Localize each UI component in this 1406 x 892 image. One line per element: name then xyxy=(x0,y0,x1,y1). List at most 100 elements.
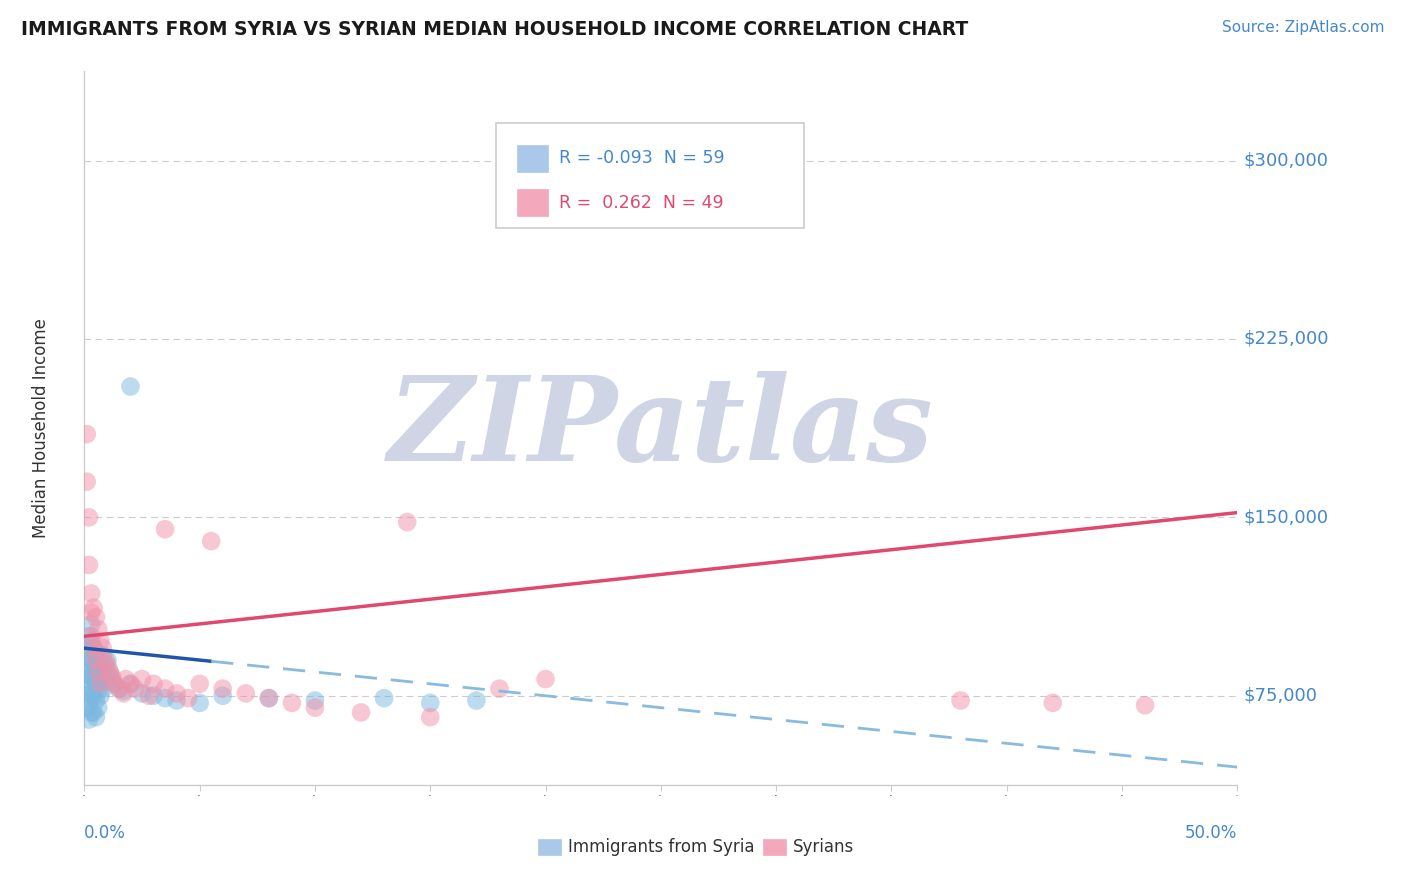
Point xyxy=(281,696,304,710)
Point xyxy=(91,648,114,663)
Point xyxy=(80,629,103,643)
Point xyxy=(87,653,110,667)
Point xyxy=(77,696,100,710)
Point xyxy=(949,693,972,707)
Point xyxy=(84,677,107,691)
Text: Median Household Income: Median Household Income xyxy=(31,318,49,538)
Point xyxy=(89,657,111,672)
Text: $150,000: $150,000 xyxy=(1243,508,1329,526)
Point xyxy=(76,700,98,714)
Point xyxy=(108,681,131,696)
Point xyxy=(1133,698,1156,713)
Point xyxy=(1042,696,1064,710)
Point xyxy=(76,475,98,489)
Point xyxy=(257,691,280,706)
Point xyxy=(101,672,124,686)
Point xyxy=(98,665,121,679)
Point xyxy=(142,689,165,703)
Point xyxy=(89,672,111,686)
Point xyxy=(80,606,103,620)
Point xyxy=(77,648,100,663)
Point xyxy=(83,600,105,615)
Point xyxy=(91,641,114,656)
Point xyxy=(465,693,488,707)
Point xyxy=(188,677,211,691)
Point xyxy=(77,558,100,572)
Point xyxy=(419,710,441,724)
Point xyxy=(77,665,100,679)
Point xyxy=(94,674,117,689)
Point xyxy=(80,670,103,684)
Point xyxy=(304,700,326,714)
Text: $225,000: $225,000 xyxy=(1243,330,1329,348)
Point xyxy=(83,706,105,720)
Point xyxy=(77,713,100,727)
Text: Syrians: Syrians xyxy=(793,838,853,856)
Point xyxy=(115,672,138,686)
Point xyxy=(718,206,741,220)
Point xyxy=(304,693,326,707)
Point xyxy=(84,710,107,724)
Point xyxy=(84,646,107,660)
Point xyxy=(419,696,441,710)
Point xyxy=(211,689,233,703)
Point xyxy=(211,681,233,696)
Point xyxy=(101,670,124,684)
Point xyxy=(112,684,135,698)
Point xyxy=(84,693,107,707)
Point xyxy=(235,686,257,700)
Point xyxy=(76,672,98,686)
Point xyxy=(112,686,135,700)
Point xyxy=(87,665,110,679)
Point xyxy=(350,706,373,720)
Point xyxy=(80,706,103,720)
Point xyxy=(84,610,107,624)
Point xyxy=(534,672,557,686)
Point xyxy=(257,691,280,706)
Point xyxy=(138,689,160,703)
Point xyxy=(166,693,188,707)
Point xyxy=(396,515,419,529)
Point xyxy=(153,691,176,706)
Point xyxy=(120,379,142,393)
Point xyxy=(200,534,222,549)
Point xyxy=(96,653,118,667)
Point xyxy=(77,629,100,643)
Point xyxy=(83,641,105,656)
Point xyxy=(188,696,211,710)
Point xyxy=(373,691,395,706)
Point xyxy=(124,681,146,696)
Point xyxy=(153,681,176,696)
Point xyxy=(142,677,165,691)
Text: 0.0%: 0.0% xyxy=(84,824,127,842)
Point xyxy=(77,510,100,524)
Point xyxy=(91,665,114,679)
Point xyxy=(103,677,125,691)
Point xyxy=(94,653,117,667)
Point xyxy=(91,681,114,696)
Point xyxy=(89,634,111,648)
Point xyxy=(153,522,176,536)
Point xyxy=(76,641,98,656)
Point xyxy=(89,689,111,703)
Point xyxy=(83,672,105,686)
Text: Source: ZipAtlas.com: Source: ZipAtlas.com xyxy=(1222,20,1385,35)
Point xyxy=(76,689,98,703)
Point xyxy=(80,634,103,648)
Point xyxy=(94,657,117,672)
Point xyxy=(80,617,103,632)
Text: R =  0.262  N = 49: R = 0.262 N = 49 xyxy=(560,194,724,211)
Point xyxy=(83,641,105,656)
Point xyxy=(87,700,110,714)
Point xyxy=(177,691,200,706)
Point xyxy=(488,681,510,696)
Point xyxy=(87,684,110,698)
Point xyxy=(83,657,105,672)
Point xyxy=(80,686,103,700)
Point xyxy=(108,681,131,696)
Point xyxy=(120,677,142,691)
Point xyxy=(98,665,121,679)
Text: $300,000: $300,000 xyxy=(1243,152,1329,169)
Point xyxy=(131,686,153,700)
Point xyxy=(83,689,105,703)
